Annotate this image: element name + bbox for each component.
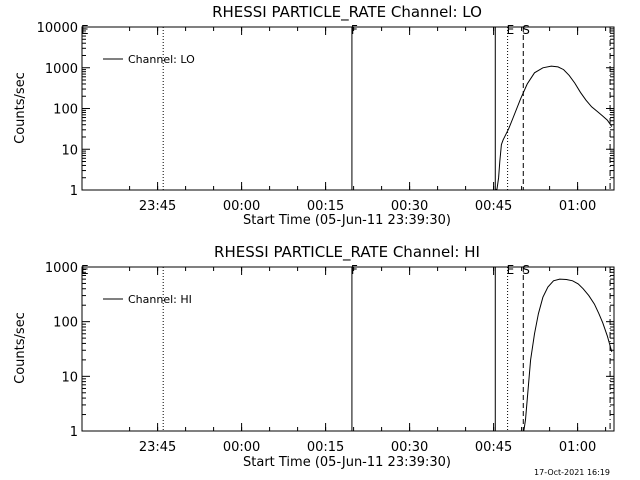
event-marker-label: S <box>522 23 530 37</box>
x-tick-label: 01:00 <box>559 440 596 455</box>
y-tick-label: 1000 <box>45 62 78 77</box>
chart-title: RHESSI PARTICLE_RATE Channel: LO <box>212 3 482 22</box>
event-marker-label: S <box>522 263 530 277</box>
y-tick-label: 100 <box>53 103 78 118</box>
y-tick-label: 1000 <box>45 261 78 276</box>
y-tick-label: 10000 <box>37 21 78 36</box>
x-tick-label: 00:00 <box>223 440 260 455</box>
hi-channel-panel: RHESSI PARTICLE_RATE Channel: HI Start T… <box>13 243 615 470</box>
timestamp-label: 17-Oct-2021 16:19 <box>534 468 610 477</box>
event-marker-label: E <box>81 23 89 37</box>
event-marker-label: F <box>351 23 358 37</box>
x-tick-label: 00:00 <box>223 199 260 214</box>
x-axis-label: Start Time (05-Jun-11 23:39:30) <box>243 213 451 228</box>
y-tick-label: 10 <box>61 143 78 158</box>
y-tick-label: 1 <box>70 184 78 199</box>
x-tick-label: 00:30 <box>391 440 428 455</box>
y-axis-label: Counts/sec <box>13 72 28 144</box>
x-tick-label: 01:00 <box>559 199 596 214</box>
x-tick-label: 23:45 <box>139 440 176 455</box>
chart-title: RHESSI PARTICLE_RATE Channel: HI <box>214 243 480 262</box>
legend-label: Channel: HI <box>128 293 192 306</box>
chart-legend: Channel: LO <box>103 53 195 66</box>
x-axis-label: Start Time (05-Jun-11 23:39:30) <box>243 455 451 470</box>
series-line <box>495 65 613 191</box>
legend-label: Channel: LO <box>128 53 195 66</box>
event-marker-label: E <box>507 23 515 37</box>
event-marker-label: F <box>351 263 358 277</box>
x-tick-label: 00:45 <box>475 199 512 214</box>
y-tick-label: 1 <box>70 425 78 440</box>
x-tick-label: 00:15 <box>307 199 344 214</box>
y-tick-label: 10 <box>61 370 78 385</box>
x-tick-label: 00:15 <box>307 440 344 455</box>
series-line <box>523 278 613 432</box>
x-tick-label: 00:30 <box>391 199 428 214</box>
x-tick-label: 23:45 <box>139 199 176 214</box>
event-marker-label: E <box>507 263 515 277</box>
lo-channel-panel: RHESSI PARTICLE_RATE Channel: LO Start T… <box>13 3 615 228</box>
event-marker-label: E <box>81 263 89 277</box>
x-tick-label: 00:45 <box>475 440 512 455</box>
chart-legend: Channel: HI <box>103 293 192 306</box>
y-axis-label: Counts/sec <box>13 312 28 384</box>
y-tick-label: 100 <box>53 316 78 331</box>
